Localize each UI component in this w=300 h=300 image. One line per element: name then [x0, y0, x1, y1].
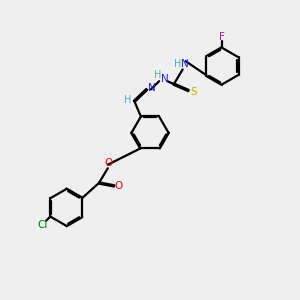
Text: O: O: [115, 181, 123, 191]
Text: N: N: [160, 74, 168, 84]
Text: H: H: [124, 95, 132, 105]
Text: S: S: [190, 87, 197, 97]
Text: H: H: [174, 59, 182, 69]
Text: N: N: [148, 83, 155, 93]
Text: H: H: [154, 70, 162, 80]
Text: N: N: [181, 58, 188, 68]
Text: Cl: Cl: [37, 220, 47, 230]
Text: F: F: [219, 32, 225, 42]
Text: O: O: [105, 158, 113, 168]
